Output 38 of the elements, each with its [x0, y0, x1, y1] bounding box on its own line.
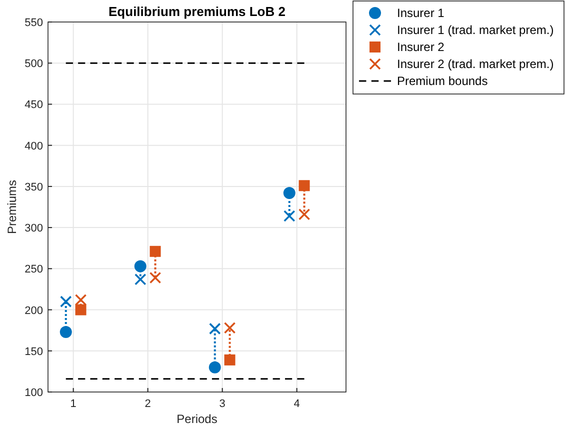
point: [74, 294, 87, 306]
x-tick-label: 2: [144, 398, 151, 410]
legend-label: Insurer 2 (trad. market prem.): [397, 57, 554, 71]
legend-label: Insurer 2: [397, 40, 445, 54]
y-tick-label: 400: [24, 140, 43, 152]
y-axis-title: Premiums: [5, 180, 19, 234]
x-tick-label: 4: [294, 398, 300, 410]
point: [298, 180, 310, 192]
point: [60, 296, 72, 308]
y-tick-label: 150: [24, 346, 43, 358]
y-tick-label: 450: [24, 99, 43, 112]
point: [149, 272, 162, 284]
legend-label: Premium bounds: [397, 74, 488, 88]
legend-label: Insurer 1: [397, 6, 445, 20]
x-tick-label: 1: [70, 398, 76, 410]
y-tick-label: 100: [24, 387, 43, 399]
point: [224, 354, 236, 366]
point: [298, 208, 310, 220]
point: [150, 246, 161, 257]
y-tick-label: 200: [24, 304, 43, 317]
point: [208, 322, 221, 335]
y-tick-label: 500: [24, 58, 43, 70]
legend-label: Insurer 1 (trad. market prem.): [397, 23, 554, 37]
point: [134, 273, 146, 286]
point: [283, 210, 296, 222]
y-tick-label: 550: [24, 17, 43, 29]
x-tick-label: 3: [219, 398, 226, 410]
y-tick-label: 250: [24, 264, 43, 276]
y-tick-label: 350: [24, 181, 43, 194]
point: [208, 361, 221, 374]
y-tick-label: 300: [24, 222, 43, 235]
point: [134, 260, 146, 272]
point: [224, 322, 236, 334]
chart-title: Equilibrium premiums LoB 2: [108, 4, 286, 19]
point: [60, 326, 72, 338]
point: [283, 187, 296, 200]
x-axis-title: Periods: [176, 412, 218, 426]
point: [75, 304, 86, 316]
